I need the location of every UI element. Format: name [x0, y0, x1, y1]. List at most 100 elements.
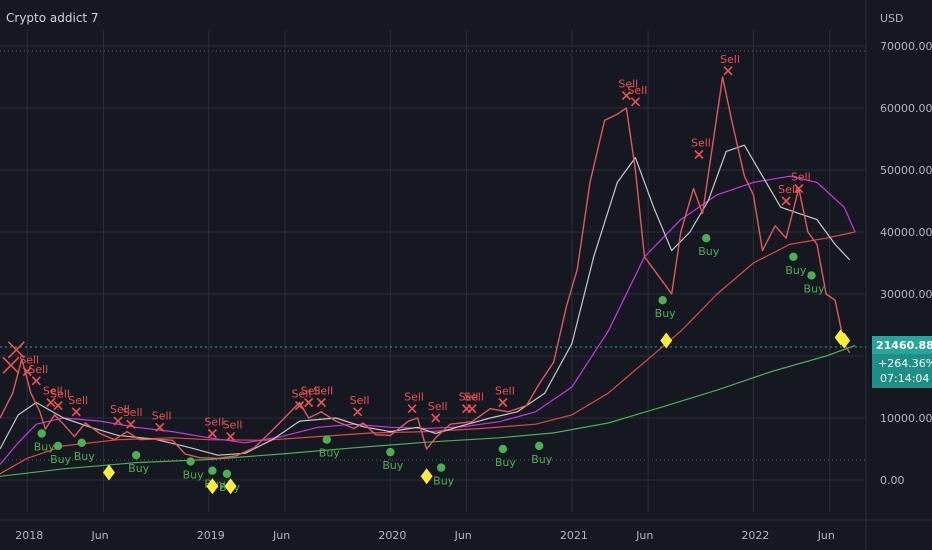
sell-marker — [226, 432, 236, 442]
sell-marker — [31, 376, 41, 386]
sell-label: Sell — [204, 416, 224, 429]
buy-marker — [131, 451, 141, 460]
sell-label: Sell — [301, 385, 321, 398]
buy-marker — [498, 444, 508, 454]
change-percent: +264.36% — [878, 357, 932, 370]
buy-marker — [37, 429, 46, 438]
y-tick-label: 30000.00 — [880, 288, 932, 301]
sell-marker — [467, 404, 477, 414]
buy-label: Buy — [698, 245, 720, 258]
diamond-marker — [206, 478, 219, 495]
sell-label: Sell — [350, 394, 370, 407]
buy-label: Buy — [531, 453, 553, 466]
sell-label: Sell — [223, 419, 243, 432]
buy-label: Buy — [655, 307, 677, 320]
x-tick-label: Jun — [817, 529, 835, 542]
buy-label: Buy — [128, 462, 150, 475]
buy-marker — [535, 441, 544, 451]
bar-countdown: 07:14:04 — [880, 372, 929, 385]
chart-title: Crypto addict 7 — [6, 11, 99, 25]
sell-marker — [694, 149, 704, 160]
last-price-bg — [872, 336, 932, 354]
y-tick-label: 10000.00 — [880, 412, 932, 425]
sell-marker — [621, 91, 631, 101]
big-sell-marker — [7, 341, 25, 359]
sell-marker — [498, 397, 508, 408]
sell-label: Sell — [428, 400, 448, 413]
sell-label: Sell — [459, 391, 479, 404]
series-price — [0, 76, 851, 459]
x-axis[interactable]: 2018 Jun 2019 Jun 2020 Jun 2021 Jun 2022 Jun — [15, 529, 835, 542]
buy-marker — [386, 447, 395, 457]
diamond-marker — [102, 464, 115, 481]
buy-label: Buy — [183, 468, 205, 481]
sell-label: Sell — [110, 403, 130, 416]
sell-marker — [794, 184, 804, 194]
sell-marker — [630, 97, 640, 107]
sell-marker — [316, 397, 326, 408]
y-tick-label: 40000.00 — [880, 226, 932, 239]
buy-marker — [208, 466, 217, 475]
diamond-marker — [224, 478, 237, 495]
sell-label: Sell — [152, 409, 172, 422]
sell-marker — [53, 401, 63, 411]
sell-label: Sell — [43, 385, 63, 398]
sell-label: Sell — [68, 394, 88, 407]
sell-label: Sell — [50, 388, 70, 401]
sell-label: Sell — [691, 137, 711, 150]
diamond-marker — [838, 332, 851, 349]
x-tick-label: Jun — [635, 529, 653, 542]
buy-label: Buy — [433, 475, 455, 488]
buy-label: Buy — [382, 459, 404, 472]
sell-marker — [431, 413, 441, 423]
buy-marker — [53, 441, 63, 451]
sell-marker — [407, 404, 417, 414]
big-sell-marker — [2, 356, 20, 374]
x-tick-label: Jun — [272, 529, 290, 542]
y-tick-label: 0.00 — [880, 474, 905, 487]
sell-label: Sell — [28, 363, 48, 376]
buy-label: Buy — [74, 450, 96, 463]
sell-marker — [294, 401, 305, 411]
sell-label: Sell — [313, 385, 333, 398]
sell-marker — [723, 66, 733, 76]
x-tick-label: Jun — [90, 529, 108, 542]
x-tick-label: 2019 — [197, 529, 225, 542]
y-tick-label: 70000.00 — [880, 40, 932, 53]
buy-marker — [186, 457, 195, 466]
sell-label: Sell — [123, 406, 143, 419]
series-ma_magenta — [0, 175, 856, 465]
sell-label: Sell — [404, 391, 424, 404]
sell-marker — [113, 416, 123, 426]
chart-series — [0, 76, 866, 477]
buy-marker — [222, 469, 232, 478]
sell-label: Sell — [778, 183, 798, 196]
last-price-box: 21460.88 +264.36% 07:14:04 — [872, 336, 932, 388]
series-ma_green — [0, 344, 856, 477]
buy-label: Buy — [495, 456, 517, 469]
sell-marker — [46, 397, 56, 408]
sell-label: Sell — [791, 171, 811, 184]
buy-label: Buy — [319, 447, 341, 460]
y-tick-label: 60000.00 — [880, 102, 932, 115]
sell-label: Sell — [618, 78, 638, 91]
buy-marker — [436, 463, 446, 472]
x-tick-label: 2021 — [560, 529, 588, 542]
buy-marker — [77, 438, 86, 447]
sell-label: Sell — [292, 388, 312, 401]
sell-label: Sell — [627, 84, 647, 97]
buy-label: Buy — [804, 282, 826, 295]
sell-marker — [781, 196, 791, 206]
sell-label: Sell — [495, 385, 515, 398]
diamond-marker — [420, 468, 433, 485]
buy-marker — [658, 296, 667, 305]
diamond-marker — [660, 332, 673, 349]
x-tick-label: Jun — [454, 529, 472, 542]
sell-marker — [353, 407, 363, 417]
currency-label: USD — [880, 12, 904, 25]
buy-label: Buy — [34, 441, 56, 454]
